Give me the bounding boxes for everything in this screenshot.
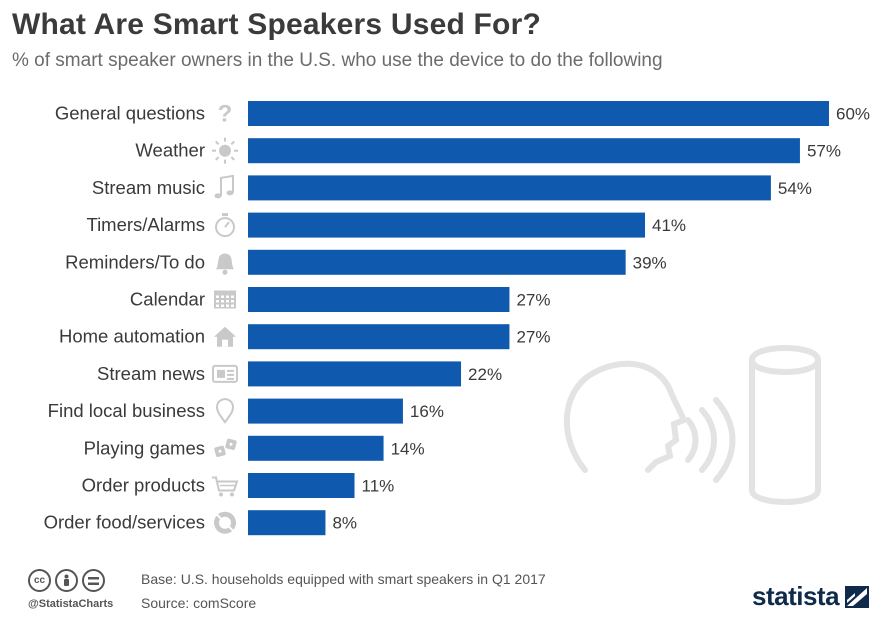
value-label: 54% (778, 179, 812, 198)
value-label: 60% (836, 105, 870, 124)
value-label: 27% (516, 291, 550, 310)
value-label: 14% (391, 439, 425, 458)
music-note-icon (214, 174, 234, 199)
speaker-illustration (563, 345, 821, 505)
shopping-cart-icon (212, 476, 239, 497)
base-note: Base: U.S. households equipped with smar… (141, 571, 546, 587)
value-label: 8% (332, 514, 357, 533)
category-label: Playing games (84, 437, 205, 458)
category-label: Stream music (92, 177, 205, 198)
category-label: Stream news (97, 363, 205, 384)
by-icon (55, 569, 78, 592)
sound-wave-icon (685, 417, 699, 463)
calendar-icon (214, 290, 236, 309)
category-label: Order products (82, 475, 205, 496)
sun-icon (212, 137, 238, 164)
category-label: Reminders/To do (65, 251, 205, 272)
svg-text:?: ? (218, 101, 233, 128)
value-label: 27% (516, 328, 550, 347)
bar (248, 212, 646, 238)
creative-commons-badges: cc (28, 569, 105, 592)
bar (248, 249, 626, 275)
category-label: General questions (55, 103, 205, 124)
value-label: 22% (468, 365, 502, 384)
category-label: Order food/services (44, 512, 205, 533)
bar (248, 138, 800, 164)
question-icon: ? (218, 101, 233, 128)
dice-icon (214, 438, 237, 457)
value-label: 39% (633, 253, 667, 272)
source-note: Source: comScore (141, 595, 257, 611)
bar (248, 101, 829, 126)
value-label: 16% (410, 402, 444, 421)
bar (248, 361, 462, 387)
category-label: Weather (135, 140, 205, 161)
category-label: Home automation (59, 326, 205, 347)
statista-logo-icon (845, 585, 870, 608)
plate-icon (214, 511, 236, 534)
bar (248, 324, 510, 350)
statista-logo[interactable]: statista (752, 581, 870, 612)
speaker-icon (749, 345, 821, 505)
chart-title: What Are Smart Speakers Used For? (12, 8, 541, 41)
cc-icon: cc (28, 569, 51, 592)
bar (248, 473, 355, 498)
bar (248, 435, 384, 461)
sound-wave-icon (713, 397, 736, 483)
bar (248, 398, 403, 424)
value-label: 11% (362, 477, 395, 496)
value-label: 41% (652, 216, 686, 235)
bar (248, 287, 510, 312)
chart-subtitle: % of smart speaker owners in the U.S. wh… (12, 50, 663, 71)
newspaper-icon (212, 364, 238, 383)
house-icon (214, 326, 236, 347)
head-profile-icon (563, 360, 689, 473)
statista-handle: @StatistaCharts (28, 598, 114, 610)
bar (248, 175, 771, 201)
logo-text: statista (752, 581, 840, 611)
bell-icon (216, 253, 234, 275)
nd-icon (82, 569, 105, 592)
category-label: Calendar (130, 289, 205, 310)
sound-wave-icon (699, 407, 717, 473)
value-label: 57% (807, 142, 841, 161)
category-label: Timers/Alarms (86, 214, 205, 235)
map-pin-icon (215, 398, 235, 424)
bar (248, 510, 326, 536)
category-label: Find local business (48, 400, 205, 421)
stopwatch-icon (215, 213, 235, 238)
